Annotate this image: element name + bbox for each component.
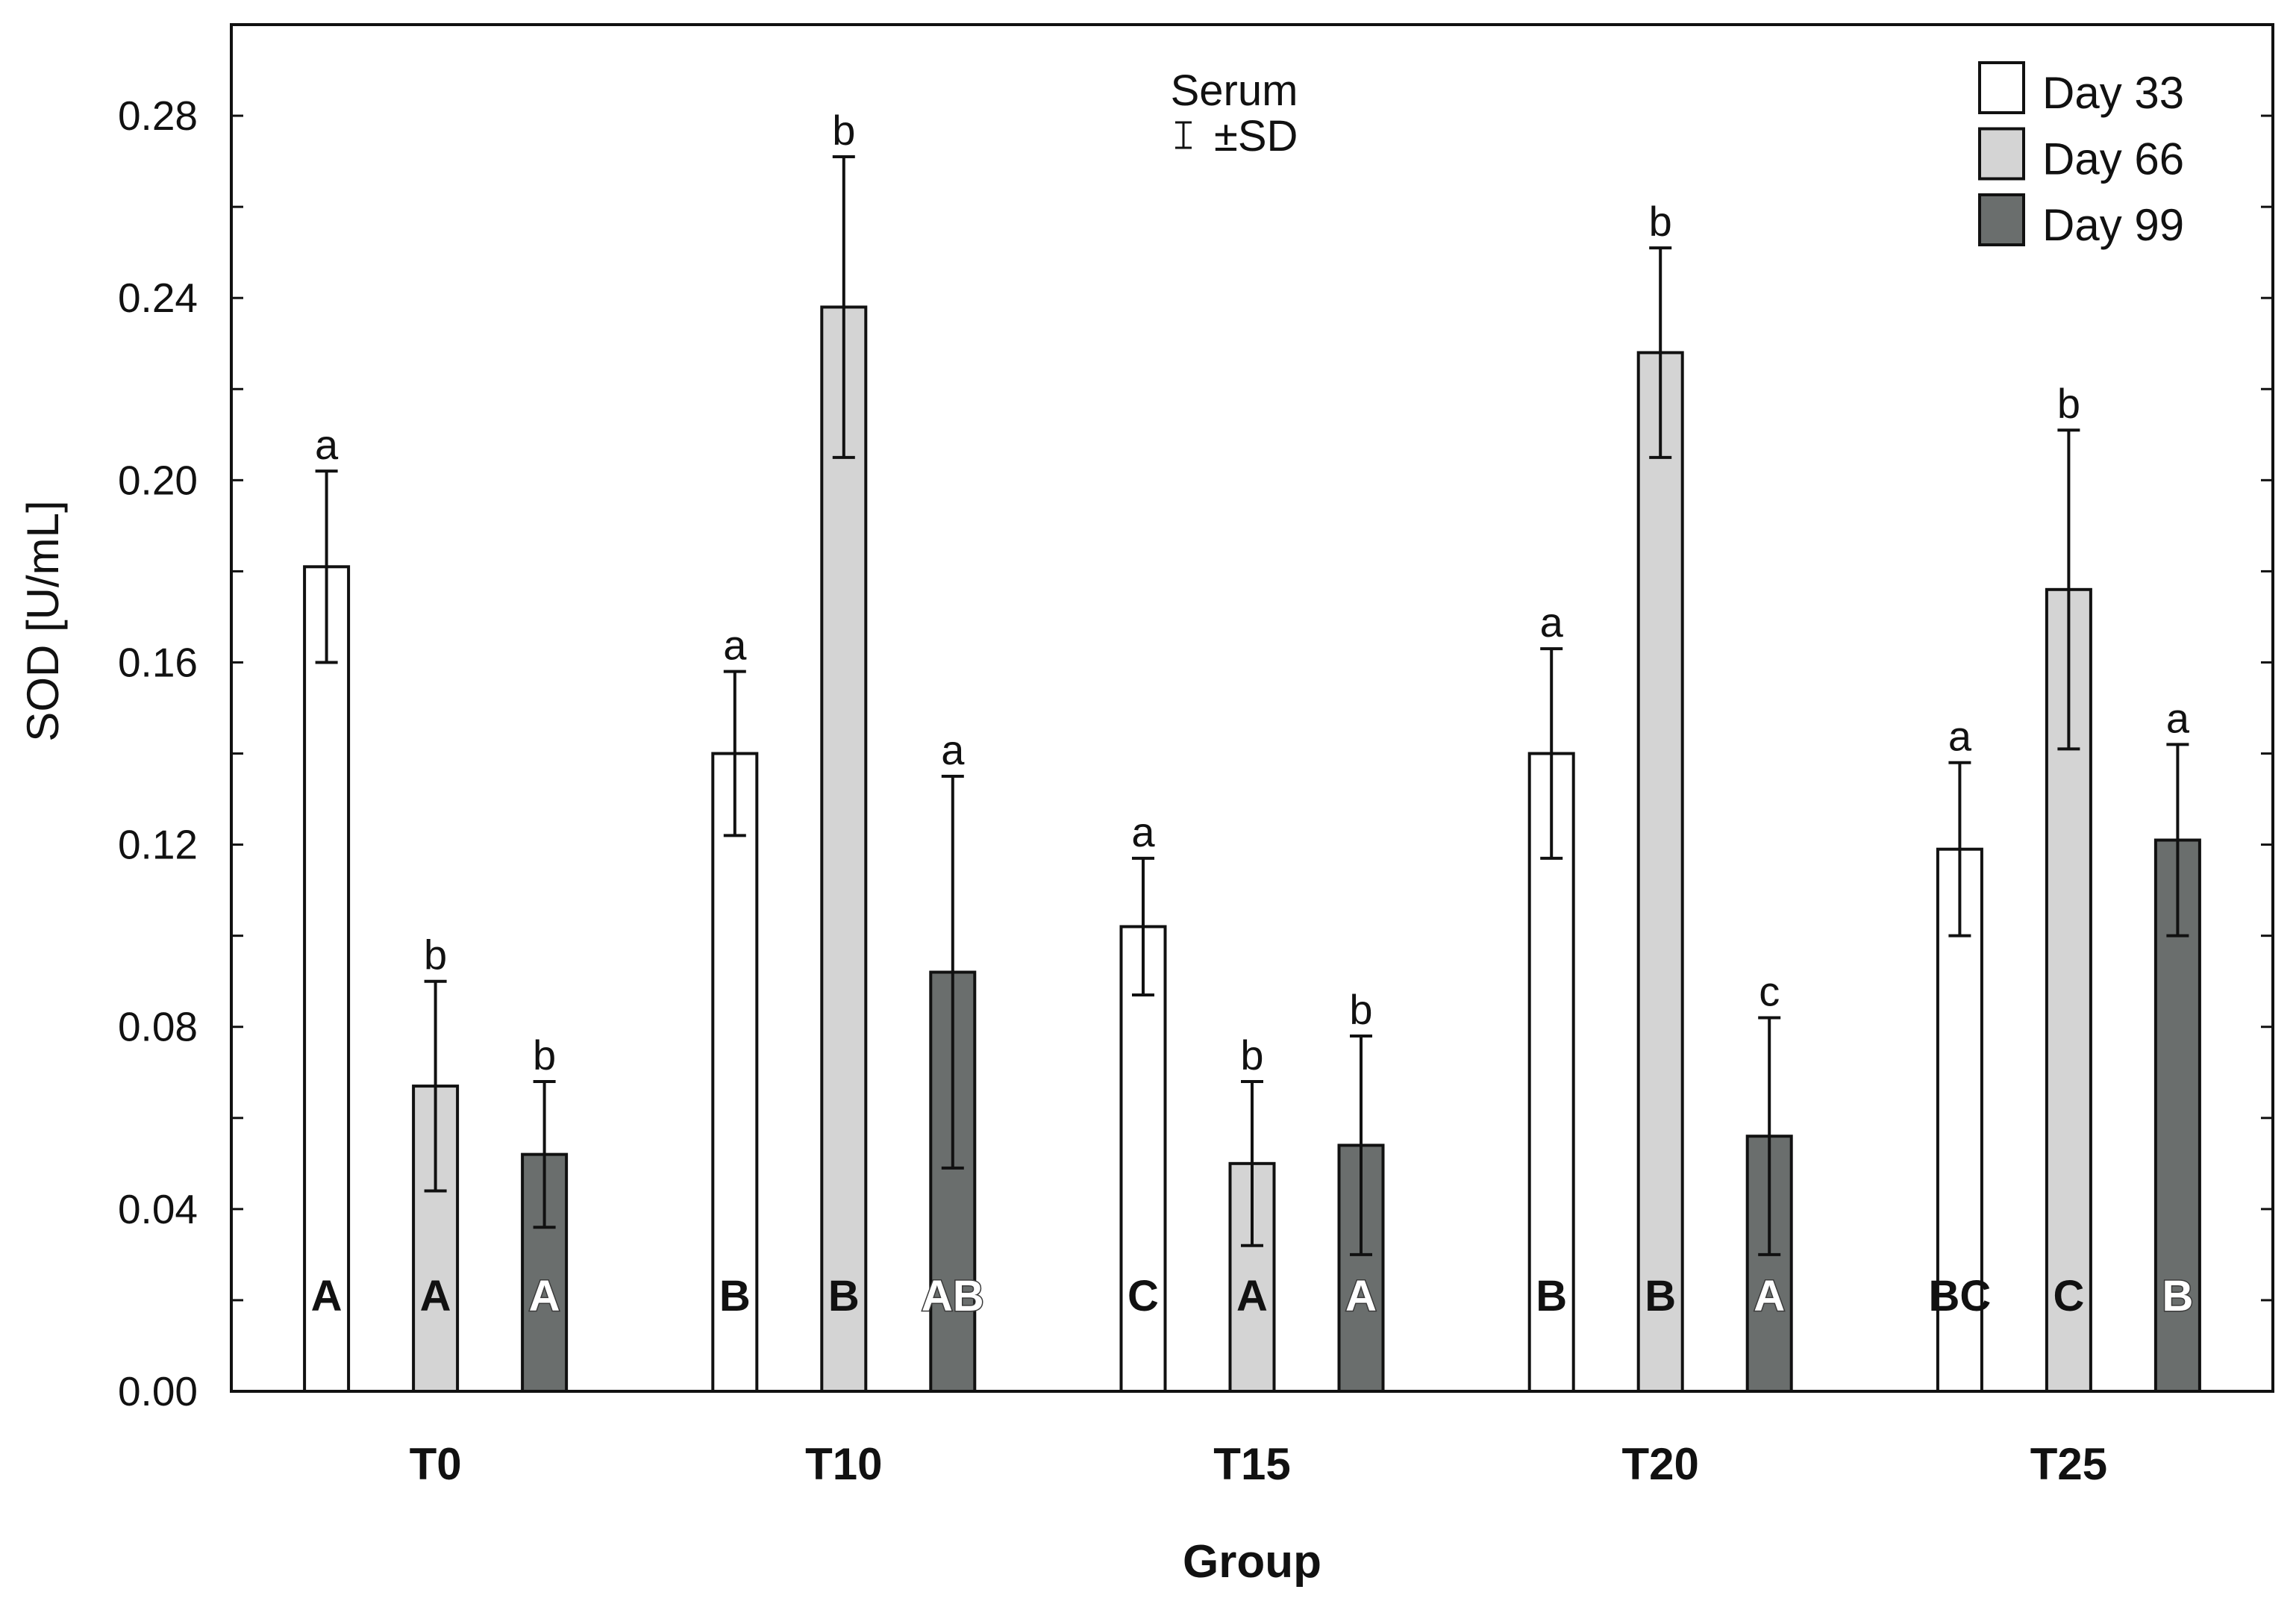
group-t10: a Bb Ba AB [711, 107, 985, 1394]
error-bar-t15-day33 [1132, 856, 1154, 997]
bar-t0-day33 [303, 565, 351, 1394]
significance-letter-t25-day33: a [1948, 713, 1972, 760]
significance-letter-t25-day66: b [2057, 380, 2080, 427]
y-tick-label: 0.12 [118, 822, 198, 868]
group-letter-t20-day66: B [1645, 1272, 1676, 1320]
x-tick-label-t10: T10 [805, 1439, 882, 1489]
y-tick-label: 0.24 [118, 275, 198, 321]
group-letter-t25-day33: BC [1929, 1272, 1992, 1320]
bar-t10-day66 [820, 305, 868, 1394]
y-tick-label: 0.16 [118, 639, 198, 685]
bars-layer: a Ab Ab Aa Bb Ba AB a Cb Ab Aa Bb Bc Aa BC b Ca B [303, 107, 2201, 1394]
significance-letter-t25-day99: a [2166, 694, 2190, 741]
x-tick-label-t0: T0 [410, 1439, 462, 1489]
plot-frame [230, 23, 2274, 1393]
group-letter-t0-day66: A [420, 1272, 451, 1320]
group-letter-t15-day99: A [1345, 1272, 1377, 1320]
error-bar-t15-day99 [1350, 1034, 1372, 1256]
significance-letter-t15-day66: b [1240, 1032, 1263, 1079]
error-bar-symbol-icon [1175, 121, 1192, 149]
bar-t15-day33 [1119, 925, 1167, 1393]
x-axis-title: Group [1183, 1536, 1321, 1588]
significance-letter-t0-day99: b [533, 1032, 556, 1079]
group-letter-t10-day33: B [719, 1272, 751, 1320]
error-bar-t10-day99 [941, 775, 964, 1170]
group-letter-t15-day66: A [1236, 1272, 1268, 1320]
error-bar-t25-day33 [1948, 761, 1971, 937]
error-bar-t20-day99 [1758, 1016, 1781, 1256]
y-tick-label: 0.00 [118, 1368, 198, 1414]
significance-letter-t10-day99: a [941, 726, 965, 773]
significance-letter-t15-day33: a [1131, 808, 1155, 855]
legend: Day 33 Day 66 Day 99 [1978, 61, 2184, 250]
group-letter-t0-day33: A [311, 1272, 342, 1320]
legend-item-day-66: Day 66 [1978, 127, 2184, 184]
group-t15: a Cb Ab A [1119, 808, 1385, 1394]
x-tick-label-t25: T25 [2030, 1439, 2107, 1489]
x-tick-label-t20: T20 [1622, 1439, 1699, 1489]
legend-swatch [1978, 127, 2025, 181]
significance-letter-t10-day66: b [832, 107, 855, 154]
chart-title: Serum [1171, 66, 1298, 115]
significance-letter-t10-day33: a [723, 622, 747, 669]
significance-letter-t0-day33: a [315, 421, 339, 468]
group-t0: a Ab Ab A [303, 421, 569, 1394]
legend-label: Day 99 [2042, 200, 2184, 250]
group-letter-t20-day99: A [1754, 1272, 1785, 1320]
group-letter-t20-day33: B [1536, 1272, 1567, 1320]
legend-label: Day 33 [2042, 68, 2184, 118]
significance-letter-t0-day66: b [424, 932, 447, 979]
y-tick-label: 0.28 [118, 93, 198, 139]
error-bar-t20-day33 [1540, 647, 1563, 860]
significance-letter-t20-day33: a [1540, 599, 1564, 646]
legend-swatch [1978, 61, 2025, 114]
group-t25: a BC b Ca B [1929, 380, 2201, 1394]
legend-swatch [1978, 193, 2025, 246]
error-bar-t10-day33 [723, 670, 746, 837]
group-letter-t10-day66: B [828, 1272, 860, 1320]
error-legend-text: ±SD [1214, 112, 1298, 160]
error-bar-t15-day66 [1241, 1079, 1263, 1247]
bar-t20-day33 [1527, 752, 1575, 1393]
ticks-layer: T0 T10 T15 T20 T25 0.00 0.04 0.08 0.12 0.16 0.20 0.… [118, 93, 2273, 1489]
error-bar-t0-day99 [533, 1079, 556, 1229]
x-tick-label-t15: T15 [1213, 1439, 1290, 1489]
y-axis-title: SOD [U/mL] [18, 500, 68, 741]
group-t20: a Bb Bc A [1527, 198, 1793, 1394]
bar-t10-day33 [711, 752, 759, 1393]
group-letter-t25-day66: C [2053, 1272, 2084, 1320]
group-letter-t0-day99: A [529, 1272, 560, 1320]
error-bar-t20-day66 [1649, 246, 1672, 459]
error-bar-t0-day33 [315, 469, 338, 664]
legend-item-day-33: Day 33 [1978, 61, 2184, 118]
legend-item-day-99: Day 99 [1978, 193, 2184, 250]
y-tick-label: 0.04 [118, 1186, 198, 1232]
error-bar-t10-day66 [832, 155, 855, 459]
bar-t25-day33 [1936, 847, 1983, 1394]
significance-letter-t20-day99: c [1759, 968, 1780, 1015]
significance-letter-t20-day66: b [1649, 198, 1672, 245]
y-tick-label: 0.20 [118, 457, 198, 503]
group-letter-t10-day99: AB [922, 1272, 984, 1320]
error-bar-t25-day66 [2057, 428, 2080, 751]
legend-label: Day 66 [2042, 134, 2184, 184]
group-letter-t15-day33: C [1127, 1272, 1159, 1320]
error-bar-t0-day66 [424, 979, 447, 1193]
significance-letter-t15-day99: b [1349, 986, 1372, 1033]
y-tick-label: 0.08 [118, 1004, 198, 1050]
bar-t20-day66 [1636, 351, 1684, 1394]
group-letter-t25-day99: B [2162, 1272, 2193, 1320]
error-bar-t25-day99 [2166, 743, 2189, 937]
